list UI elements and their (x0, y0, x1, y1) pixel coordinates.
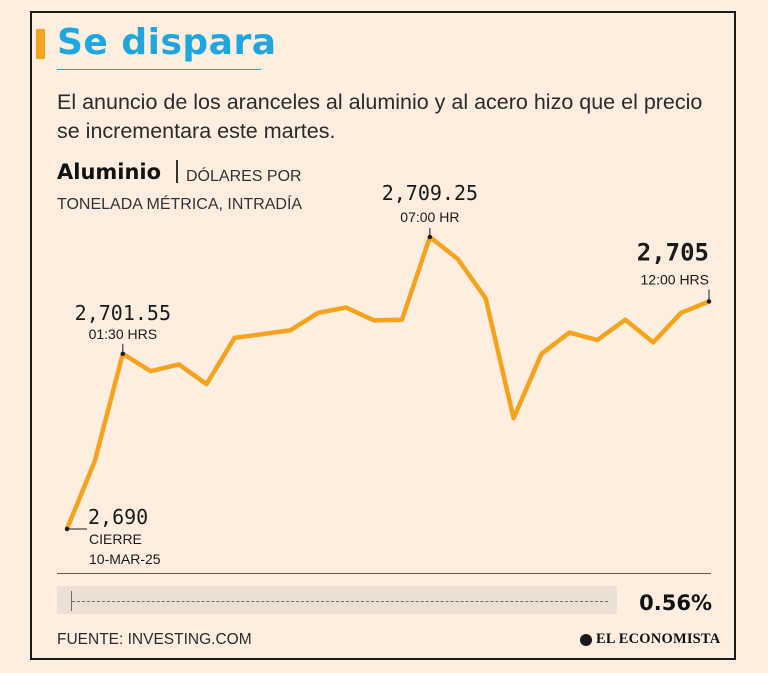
brand-name: EL ECONOMISTA (596, 631, 721, 647)
chart-unit: DÓLARES POR TONELADA MÉTRICA, INTRADÍA (57, 168, 303, 213)
annotation-value-2: 2,709.25 (382, 181, 478, 205)
title-separator (176, 160, 178, 183)
chart-title: Aluminio (57, 160, 162, 184)
section-divider (57, 573, 711, 574)
change-bar-tick (71, 591, 72, 611)
subtitle: El anuncio de los aranceles al aluminio … (57, 90, 703, 143)
infographic-frame (30, 11, 736, 660)
brand-mark-icon (580, 634, 592, 646)
annotation-value-1: 2,701.55 (75, 301, 171, 325)
annotation-label-2: 07:00 HR (400, 209, 459, 225)
annotation-marker-3 (706, 299, 712, 304)
annotation-label-0: CIERRE (89, 531, 142, 547)
annotation-marker-2 (427, 234, 433, 240)
accent-bar (36, 29, 45, 59)
annotation-label-1: 01:30 HRS (89, 326, 157, 342)
change-bar (57, 586, 617, 614)
page-title: Se dispara (57, 22, 277, 63)
annotation-label-3: 12:00 HRS (641, 271, 709, 287)
series-line-aluminio (64, 234, 712, 532)
change-bar-track (72, 601, 608, 602)
brand-logo: EL ECONOMISTA (580, 630, 720, 650)
annotation-date-0: 10-MAR-25 (89, 551, 161, 567)
annotation-marker-1 (120, 351, 126, 356)
annotation-value-3: 2,705 (637, 238, 709, 266)
percent-change: 0.56% (639, 591, 712, 615)
source-credit: FUENTE: INVESTING.COM (57, 631, 252, 648)
annotation-value-0: 2,690 (88, 505, 148, 529)
title-underline (57, 69, 261, 70)
annotation-marker-0 (64, 526, 70, 532)
